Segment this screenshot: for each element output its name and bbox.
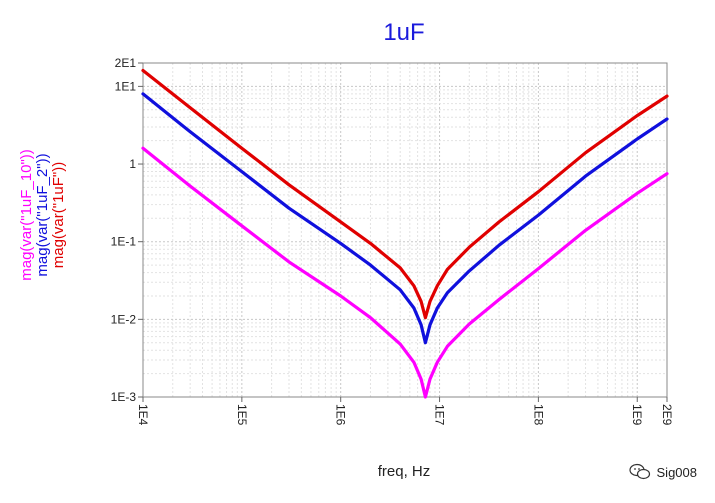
y-tick-label: 1E1 — [115, 79, 137, 93]
y-axis-series-label: mag(var("1uF_2")) — [34, 153, 51, 276]
x-tick-label: 1E7 — [433, 404, 447, 426]
x-tick-label: 1E4 — [136, 404, 150, 426]
series-line-2 — [141, 68, 669, 320]
watermark-text: Sig008 — [656, 464, 697, 480]
watermark: Sig008 — [628, 463, 697, 481]
plot-frame — [142, 62, 668, 398]
y-axis-series-label: mag(var("1uF_10")) — [18, 149, 35, 281]
y-axis-labels: mag(var("1uF_10")) mag(var("1uF_2")) mag(v… — [18, 149, 67, 281]
series-group — [141, 68, 669, 399]
y-tick-label: 1E-1 — [111, 235, 137, 249]
x-tick-label: 1E9 — [630, 404, 644, 426]
y-tick-label: 1 — [129, 157, 136, 171]
y-tick-label: 1E-2 — [111, 312, 137, 326]
grid — [142, 62, 668, 398]
y-tick-label: 2E1 — [115, 56, 137, 70]
series-line-1 — [141, 92, 669, 345]
x-tick-label: 1E8 — [531, 404, 545, 426]
chart-title: 1uF — [383, 19, 424, 46]
y-tick-label: 1E-3 — [111, 390, 137, 404]
x-tick-label: 1E6 — [334, 404, 348, 426]
series-line-0 — [141, 146, 669, 399]
x-tick-label: 1E5 — [235, 404, 249, 426]
x-axis-ticks: 1E4 1E5 1E6 1E7 1E8 1E9 2E9 — [136, 397, 674, 426]
x-axis-label: freq, Hz — [378, 463, 431, 480]
x-tick-label: 2E9 — [660, 404, 674, 426]
wechat-icon — [628, 463, 651, 481]
y-axis-series-label: mag(var("1uF")) — [50, 162, 67, 269]
y-axis-ticks: 1E-3 1E-2 1E-1 1 1E1 2E1 — [111, 56, 143, 404]
